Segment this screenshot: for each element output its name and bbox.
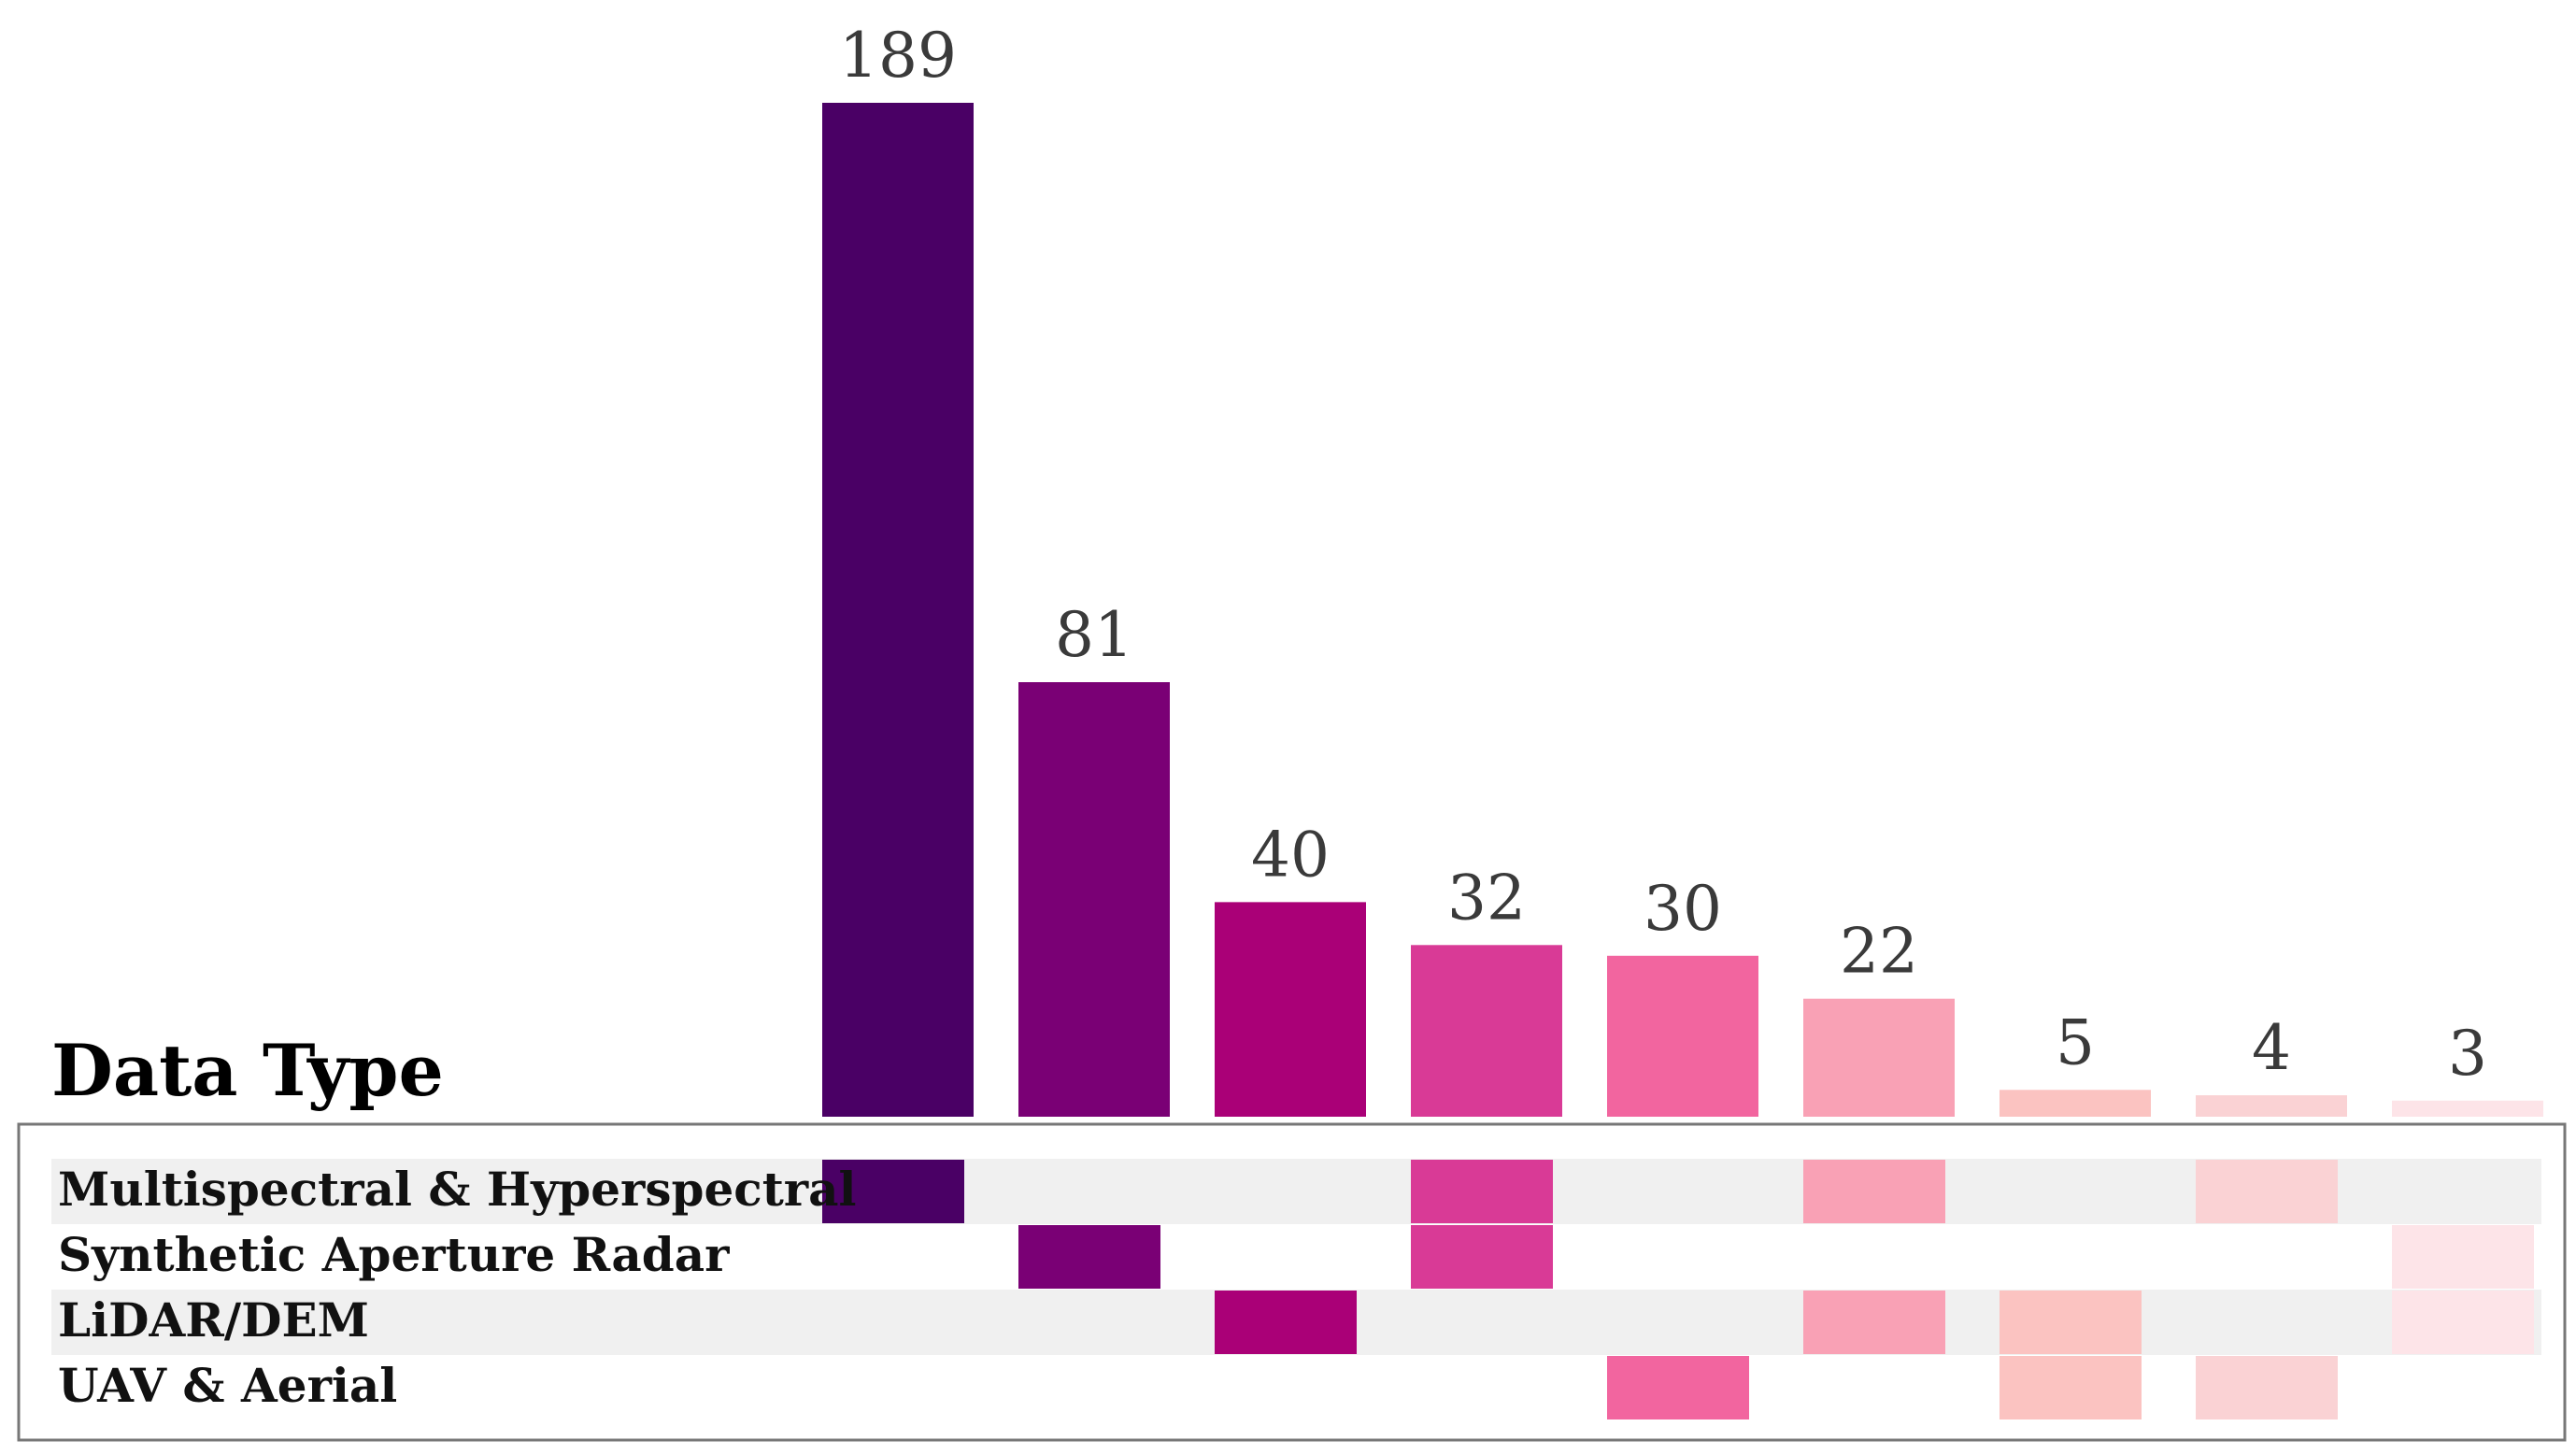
matrix-cell <box>1018 1225 1160 1289</box>
bar-value-label: 5 <box>2056 1006 2095 1078</box>
bar-value-labels: 189 81 40 32 30 22 5 4 3 <box>839 20 2487 1090</box>
bar <box>2392 1100 2543 1117</box>
bar-value-label: 32 <box>1447 862 1526 934</box>
matrix-cell <box>2196 1356 2338 1419</box>
bar-value-label: 40 <box>1251 819 1330 891</box>
bar <box>1018 682 1170 1117</box>
matrix-row-label: UAV & Aerial <box>58 1358 397 1413</box>
bar-value-label: 189 <box>839 20 957 92</box>
matrix-row-background <box>51 1159 2541 1224</box>
matrix-cell <box>2000 1291 2142 1354</box>
bar <box>1411 945 1562 1117</box>
matrix-cell <box>822 1160 964 1223</box>
matrix-cell <box>1607 1356 1749 1419</box>
matrix-cell <box>1411 1225 1553 1289</box>
bar-value-label: 4 <box>2252 1012 2291 1084</box>
matrix-frame <box>17 1122 2567 1442</box>
matrix-cell <box>2392 1225 2534 1289</box>
matrix-cell <box>1215 1291 1357 1354</box>
bar <box>1803 998 1955 1117</box>
bar-series <box>822 103 2543 1117</box>
matrix-cell <box>2392 1291 2534 1354</box>
bar-value-label: 3 <box>2448 1018 2487 1090</box>
matrix-cell <box>2000 1356 2142 1419</box>
matrix-row-label: Synthetic Aperture Radar <box>58 1227 730 1282</box>
matrix-cells <box>822 1160 2534 1419</box>
matrix-row-label: LiDAR/DEM <box>58 1292 369 1348</box>
matrix-cell <box>2196 1160 2338 1223</box>
bar <box>2196 1095 2347 1117</box>
matrix-row-label: Multispectral & Hyperspectral <box>58 1162 857 1217</box>
chart-title: Data Type <box>51 1029 444 1112</box>
bar-value-label: 22 <box>1840 916 1918 988</box>
bar-value-label: 81 <box>1055 599 1133 671</box>
bar-value-label: 30 <box>1644 873 1722 945</box>
matrix-cell <box>1803 1291 1945 1354</box>
matrix-cell <box>1803 1160 1945 1223</box>
matrix-row-labels: Multispectral & Hyperspectral Synthetic A… <box>58 1162 857 1413</box>
bar <box>1607 955 1758 1117</box>
bar <box>1215 902 1366 1117</box>
matrix-cell <box>1411 1160 1553 1223</box>
bar <box>2000 1090 2151 1117</box>
bar <box>822 103 974 1117</box>
